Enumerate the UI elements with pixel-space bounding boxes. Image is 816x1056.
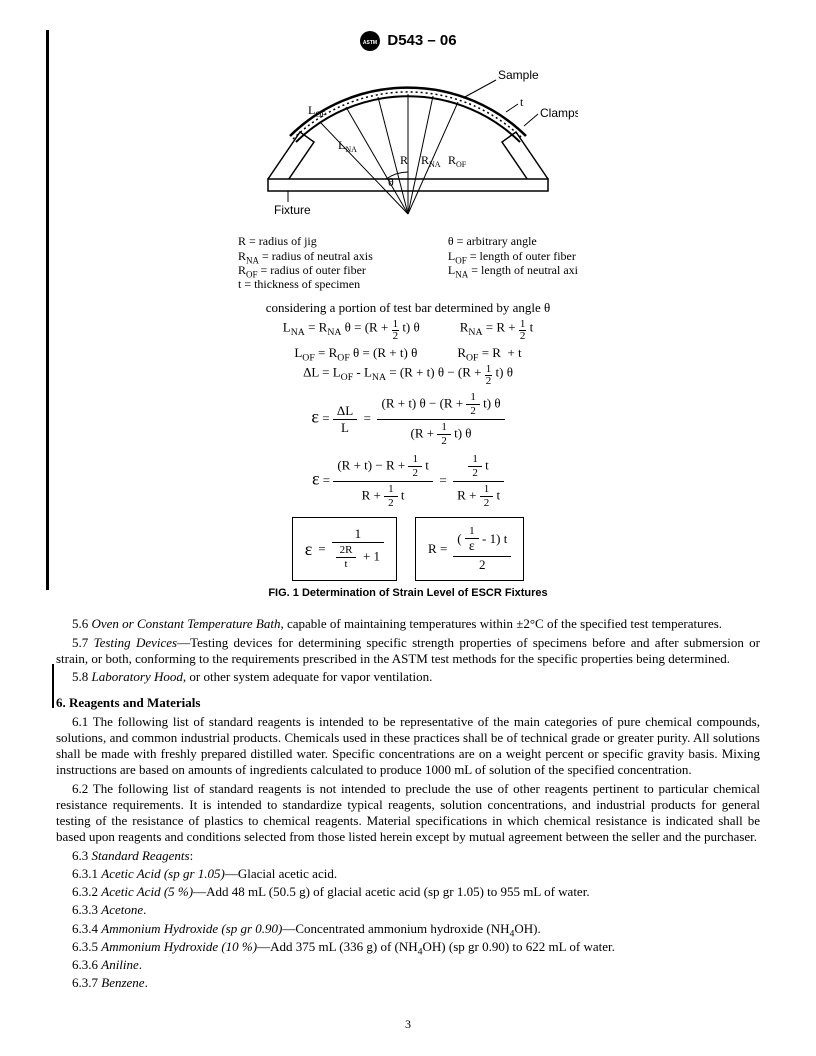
svg-text:ROF: ROF xyxy=(448,153,467,169)
section-6-heading: 6. Reagents and Materials xyxy=(56,695,760,711)
fixture-diagram: Sample Clamps t Fixture θ LOF LNA R RNA … xyxy=(238,64,578,224)
svg-text:LNA: LNA xyxy=(338,138,357,154)
page-header: ASTM D543 – 06 xyxy=(56,30,760,56)
label-clamps: Clamps xyxy=(540,106,578,120)
figure-caption: FIG. 1 Determination of Strain Level of … xyxy=(228,587,588,601)
figure-math: considering a portion of test bar determ… xyxy=(228,300,588,581)
para-6-1: 6.1 The following list of standard reage… xyxy=(56,714,760,779)
svg-text:LOF: LOF xyxy=(308,103,326,119)
result-strain: ε = 1 2Rt + 1 xyxy=(292,517,397,580)
svg-text:RNA: RNA xyxy=(421,153,441,169)
math-intro: considering a portion of test bar determ… xyxy=(228,300,588,316)
label-theta: θ xyxy=(388,175,394,189)
document-id: D543 – 06 xyxy=(387,32,456,51)
label-sample: Sample xyxy=(498,68,539,82)
result-radius: R = ( 1ε - 1) t 2 xyxy=(415,517,524,580)
page-number: 3 xyxy=(0,1017,816,1032)
svg-text:R: R xyxy=(400,153,408,167)
figure-legend: R = radius of jig RNA = radius of neutra… xyxy=(238,234,578,292)
label-fixture: Fixture xyxy=(274,203,311,217)
svg-text:ASTM: ASTM xyxy=(363,40,377,46)
astm-logo: ASTM xyxy=(359,30,381,52)
figure-1: Sample Clamps t Fixture θ LOF LNA R RNA … xyxy=(228,64,588,600)
body-text: 5.6 Oven or Constant Temperature Bath, c… xyxy=(56,616,760,991)
para-6-2: 6.2 The following list of standard reage… xyxy=(56,781,760,846)
label-t: t xyxy=(520,95,524,109)
